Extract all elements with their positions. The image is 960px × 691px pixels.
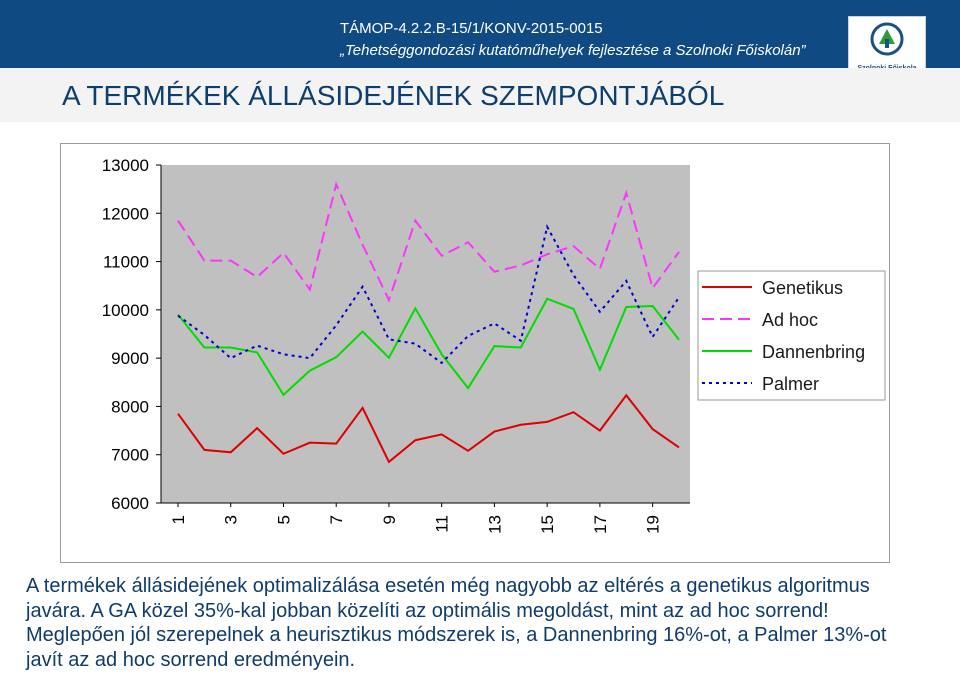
school-logo: Szolnoki Főiskola — [848, 16, 926, 76]
y-tick-label: 6000 — [111, 494, 149, 513]
legend-label: Palmer — [762, 374, 819, 394]
header-band — [0, 0, 960, 68]
x-tick-label: 3 — [222, 515, 241, 524]
y-tick-label: 12000 — [102, 204, 149, 223]
series-line-palmer — [177, 224, 680, 365]
x-tick-label: 19 — [644, 515, 663, 534]
project-code: TÁMOP-4.2.2.B-15/1/KONV-2015-0015 — [340, 20, 603, 37]
x-tick-label: 9 — [380, 515, 399, 524]
series-line-genetikus — [177, 393, 680, 464]
x-tick-label: 5 — [274, 515, 293, 524]
page-title: A TERMÉKEK ÁLLÁSIDEJÉNEK SZEMPONTJÁBÓL — [62, 80, 725, 111]
y-tick-label: 8000 — [111, 397, 149, 416]
x-tick-label: 1 — [169, 515, 188, 524]
project-title: „Tehetséggondozási kutatóműhelyek fejles… — [340, 42, 806, 59]
series-line-ad-hoc — [177, 181, 680, 303]
y-tick-label: 7000 — [111, 446, 149, 465]
y-tick-label: 9000 — [111, 349, 149, 368]
y-tick-label: 13000 — [102, 156, 149, 175]
legend-label: Dannenbring — [762, 342, 865, 362]
legend-label: Genetikus — [762, 278, 843, 298]
legend-box — [697, 270, 886, 401]
x-tick-label: 7 — [327, 515, 346, 524]
x-tick-label: 13 — [485, 515, 504, 534]
plot-area — [161, 165, 690, 503]
logo-emblem-icon — [870, 22, 904, 56]
y-tick-label: 10000 — [102, 301, 149, 320]
x-tick-label: 15 — [538, 515, 557, 534]
x-tick-label: 17 — [591, 515, 610, 534]
title-band — [0, 68, 960, 122]
y-tick-label: 11000 — [103, 253, 149, 272]
caption-text: A termékek állásidejének optimalizálása … — [26, 575, 887, 671]
legend-label: Ad hoc — [762, 310, 818, 330]
chart-frame: 6000 7000 8000 9000 10000 11000 12000 13000 1 3 5 7… — [60, 143, 890, 563]
x-tick-label: 11 — [433, 515, 452, 533]
series-line-dannenbring — [177, 297, 680, 397]
